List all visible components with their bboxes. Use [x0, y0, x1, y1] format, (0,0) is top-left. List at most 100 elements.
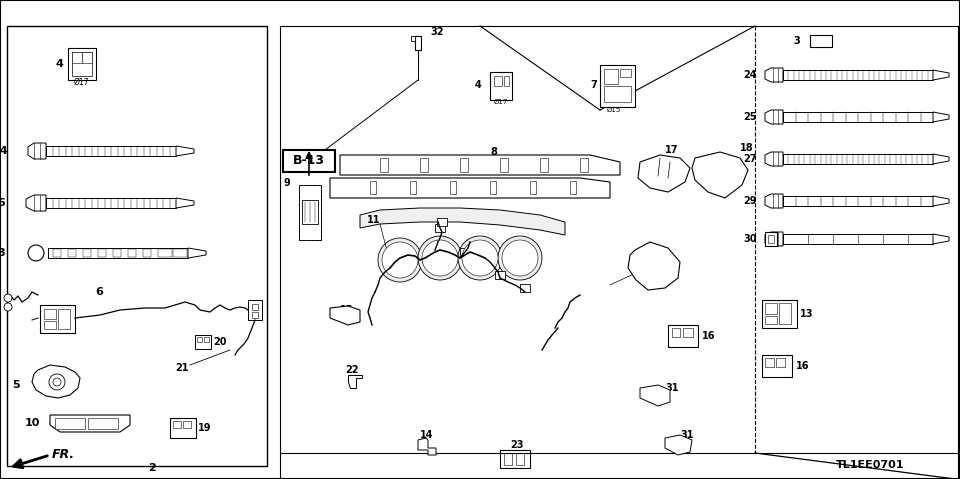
Bar	[504, 76, 509, 86]
Bar	[779, 303, 791, 324]
Polygon shape	[933, 234, 949, 244]
Bar	[437, 218, 447, 226]
Bar	[762, 355, 792, 377]
Polygon shape	[348, 232, 558, 356]
Text: 28: 28	[0, 248, 6, 258]
Bar	[504, 453, 512, 465]
Bar	[776, 358, 785, 367]
Polygon shape	[340, 155, 620, 175]
Polygon shape	[330, 178, 610, 198]
Circle shape	[4, 294, 12, 302]
Polygon shape	[933, 70, 949, 80]
Text: 22: 22	[345, 365, 358, 375]
Text: FR.: FR.	[52, 448, 75, 461]
Bar	[783, 70, 933, 80]
Text: 23: 23	[510, 440, 523, 450]
Text: 2: 2	[148, 463, 156, 473]
Text: 30: 30	[743, 234, 757, 244]
Bar	[580, 158, 588, 172]
Bar	[765, 316, 777, 324]
Text: 10: 10	[25, 418, 40, 428]
Text: 12: 12	[645, 265, 659, 275]
Polygon shape	[665, 435, 692, 455]
Bar	[620, 69, 631, 77]
Text: www.epcdata.ru: www.epcdata.ru	[828, 285, 890, 295]
Bar	[204, 337, 209, 342]
Polygon shape	[360, 208, 565, 235]
Bar	[143, 249, 151, 257]
Bar	[40, 305, 75, 333]
Bar	[500, 158, 508, 172]
Bar	[520, 284, 530, 292]
Bar	[390, 261, 400, 269]
Polygon shape	[933, 154, 949, 164]
Bar	[490, 181, 496, 194]
Bar	[68, 249, 76, 257]
Text: 11: 11	[367, 215, 380, 225]
Bar	[783, 112, 933, 122]
Polygon shape	[933, 196, 949, 206]
Bar	[380, 158, 388, 172]
Circle shape	[32, 249, 40, 257]
Circle shape	[502, 240, 538, 276]
Polygon shape	[765, 68, 783, 82]
Bar	[83, 249, 91, 257]
Bar	[600, 65, 635, 107]
Bar	[490, 72, 512, 100]
Bar	[672, 328, 680, 337]
Text: www.epcdata.ru: www.epcdata.ru	[150, 285, 212, 295]
Polygon shape	[330, 202, 625, 360]
Text: www.epcdata.ru: www.epcdata.ru	[30, 205, 92, 215]
Bar	[494, 76, 502, 86]
Bar	[48, 248, 188, 258]
Text: www.epcdata.ru: www.epcdata.ru	[30, 386, 92, 395]
Bar	[570, 181, 576, 194]
Bar	[668, 325, 698, 347]
Text: Ø17: Ø17	[74, 78, 89, 87]
Bar	[46, 146, 176, 156]
Text: www.epcdata.ru: www.epcdata.ru	[650, 290, 712, 299]
Polygon shape	[765, 194, 783, 208]
Bar	[113, 249, 121, 257]
Bar	[765, 303, 777, 314]
Bar	[170, 418, 196, 438]
Bar	[810, 35, 832, 47]
Text: www.epcdata.ru: www.epcdata.ru	[30, 10, 92, 19]
Text: 14: 14	[420, 430, 434, 440]
Bar	[540, 158, 548, 172]
Text: 16: 16	[702, 331, 715, 341]
Bar	[460, 158, 468, 172]
Text: www.epcdata.ru: www.epcdata.ru	[830, 10, 892, 19]
Bar	[415, 36, 421, 50]
Bar	[765, 358, 774, 367]
Bar	[783, 196, 933, 206]
Text: www.epcdata.ru: www.epcdata.ru	[650, 406, 712, 414]
Circle shape	[32, 249, 40, 257]
Bar	[195, 335, 211, 349]
Text: 3: 3	[793, 36, 800, 46]
Bar	[299, 185, 321, 240]
Bar	[516, 453, 524, 465]
Bar	[302, 200, 318, 224]
Text: www.epcdata.ru: www.epcdata.ru	[150, 91, 212, 101]
Bar	[68, 48, 96, 80]
Bar	[410, 181, 416, 194]
Text: TL1EE0701: TL1EE0701	[836, 460, 904, 470]
Text: 31: 31	[665, 383, 679, 393]
Bar	[44, 321, 56, 329]
Text: Ø15: Ø15	[607, 107, 621, 113]
Bar	[183, 421, 191, 428]
Polygon shape	[418, 438, 436, 455]
Circle shape	[32, 249, 40, 257]
Bar	[72, 52, 82, 63]
Bar	[370, 181, 376, 194]
Polygon shape	[26, 195, 46, 211]
Text: www.epcdata.ru: www.epcdata.ru	[370, 136, 432, 145]
Bar	[53, 249, 61, 257]
Circle shape	[382, 242, 418, 278]
Circle shape	[378, 238, 422, 282]
Text: 26: 26	[0, 198, 6, 208]
Text: www.epcdata.ru: www.epcdata.ru	[380, 10, 442, 19]
Polygon shape	[765, 152, 783, 166]
Bar	[252, 312, 258, 318]
